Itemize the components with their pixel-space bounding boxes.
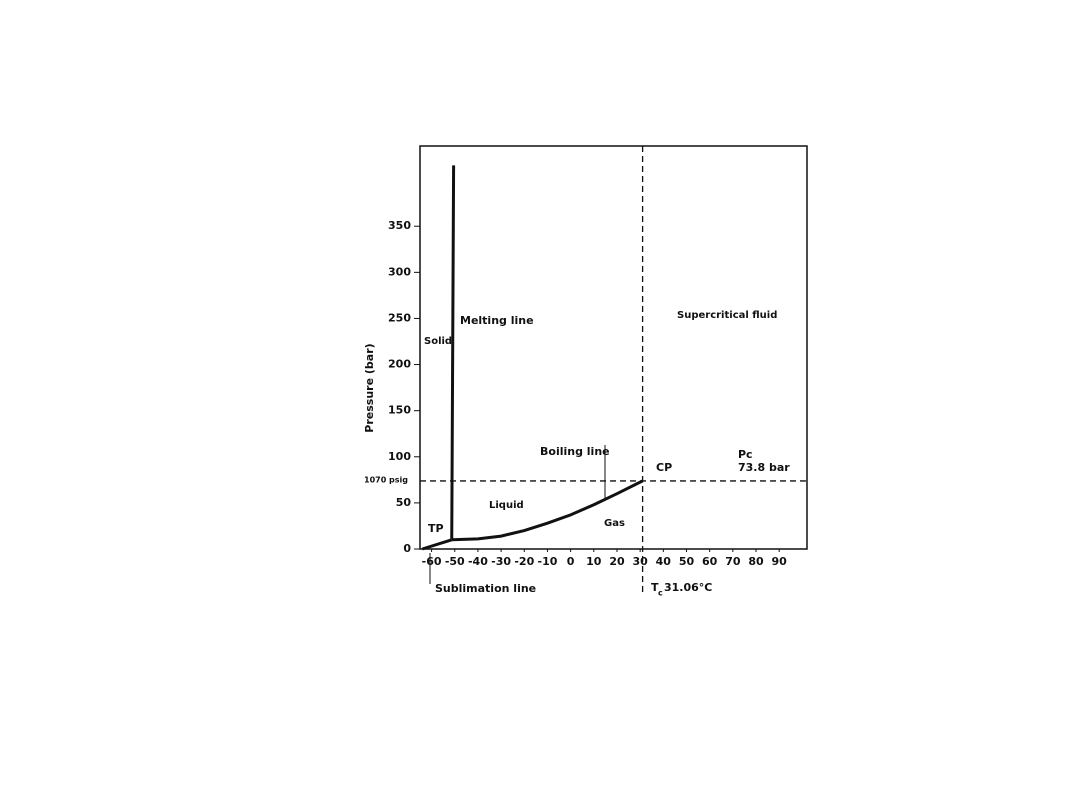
y-tick-label: 0 [403, 542, 411, 555]
annotation: Gas [604, 518, 625, 529]
y-axis-title: Pressure (bar) [363, 343, 376, 432]
phase-line [450, 165, 456, 540]
annotation: Pc [738, 448, 753, 461]
x-tick-label: 0 [567, 555, 575, 568]
annotation: TP [428, 522, 444, 535]
x-tick-label: 40 [656, 555, 672, 568]
annotation: Solid [424, 336, 452, 347]
plot-frame [419, 145, 808, 550]
phase-line [421, 538, 453, 551]
y-tick-label: 200 [388, 358, 411, 371]
x-tick-label: 60 [702, 555, 718, 568]
x-tick-label: 20 [609, 555, 625, 568]
y-tick-label: 50 [396, 496, 412, 509]
annotation: 1070 psig [364, 476, 408, 485]
line-label: Boiling line [540, 445, 610, 458]
annotation: Liquid [489, 500, 524, 511]
x-tick-label: 90 [772, 555, 788, 568]
x-tick-label: -40 [468, 555, 488, 568]
line-label: Sublimation line [435, 582, 536, 595]
x-tick-label: -20 [514, 555, 534, 568]
annotation: Supercritical fluid [677, 310, 777, 321]
y-tick-label: 100 [388, 450, 411, 463]
x-tick-label: -10 [538, 555, 558, 568]
x-tick-label: 70 [725, 555, 741, 568]
x-tick-label: -50 [445, 555, 465, 568]
x-tick-label: -30 [491, 555, 511, 568]
x-tick-label: 50 [679, 555, 695, 568]
annotation: 73.8 bar [738, 461, 790, 474]
y-tick-label: 300 [388, 265, 411, 278]
x-tick-label: 80 [748, 555, 764, 568]
y-tick-label: 150 [388, 404, 411, 417]
annotation: c [658, 589, 663, 598]
x-tick-label: 10 [586, 555, 602, 568]
x-tick-label: 30 [632, 555, 648, 568]
annotation: CP [656, 461, 672, 474]
annotation: T [651, 581, 659, 594]
annotation: 31.06°C [664, 581, 712, 594]
x-tick-label: -60 [422, 555, 442, 568]
y-tick-label: 250 [388, 311, 411, 324]
y-tick-label: 350 [388, 219, 411, 232]
phase-line [451, 479, 644, 542]
line-label: Melting line [460, 314, 534, 327]
